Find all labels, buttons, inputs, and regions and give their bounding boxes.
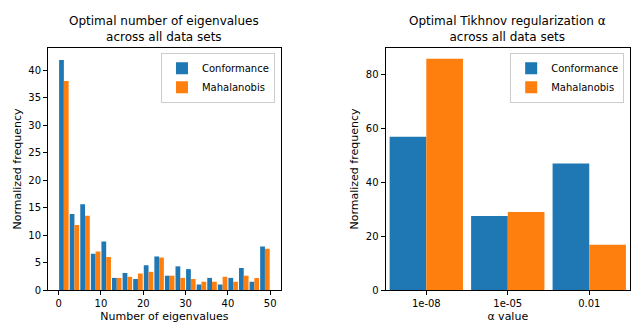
- svg-text:20: 20: [366, 231, 379, 242]
- svg-text:60: 60: [366, 123, 379, 134]
- svg-text:Mahalanobis: Mahalanobis: [551, 82, 614, 93]
- svg-text:Conformance: Conformance: [202, 63, 269, 74]
- svg-text:40: 40: [222, 298, 235, 309]
- svg-text:20: 20: [137, 298, 150, 309]
- svg-text:1e-08: 1e-08: [412, 298, 441, 309]
- svg-text:10: 10: [28, 230, 41, 241]
- svg-text:Normalized frequency: Normalized frequency: [348, 108, 361, 230]
- svg-text:0: 0: [55, 298, 61, 309]
- svg-text:80: 80: [366, 69, 379, 80]
- svg-text:1e-05: 1e-05: [493, 298, 522, 309]
- svg-text:Normalized frequency: Normalized frequency: [11, 108, 24, 230]
- svg-text:α value: α value: [487, 310, 528, 323]
- svg-text:0: 0: [35, 285, 41, 296]
- svg-text:35: 35: [28, 92, 41, 103]
- svg-text:30: 30: [28, 120, 41, 131]
- svg-text:50: 50: [264, 298, 277, 309]
- svg-text:Number of eigenvalues: Number of eigenvalues: [100, 310, 228, 323]
- svg-text:10: 10: [95, 298, 108, 309]
- svg-text:Optimal number of eigenvaluesa: Optimal number of eigenvaluesacross all …: [69, 14, 259, 44]
- svg-text:0: 0: [372, 285, 378, 296]
- svg-text:5: 5: [35, 257, 41, 268]
- svg-text:20: 20: [28, 175, 41, 186]
- svg-text:40: 40: [366, 177, 379, 188]
- svg-text:Optimal Tikhnov regularization: Optimal Tikhnov regularization αacross a…: [409, 14, 606, 44]
- svg-text:30: 30: [179, 298, 192, 309]
- svg-text:15: 15: [28, 202, 41, 213]
- svg-text:Mahalanobis: Mahalanobis: [202, 82, 265, 93]
- svg-text:Conformance: Conformance: [551, 63, 618, 74]
- svg-text:0.01: 0.01: [578, 298, 600, 309]
- svg-text:25: 25: [28, 147, 41, 158]
- svg-text:40: 40: [28, 65, 41, 76]
